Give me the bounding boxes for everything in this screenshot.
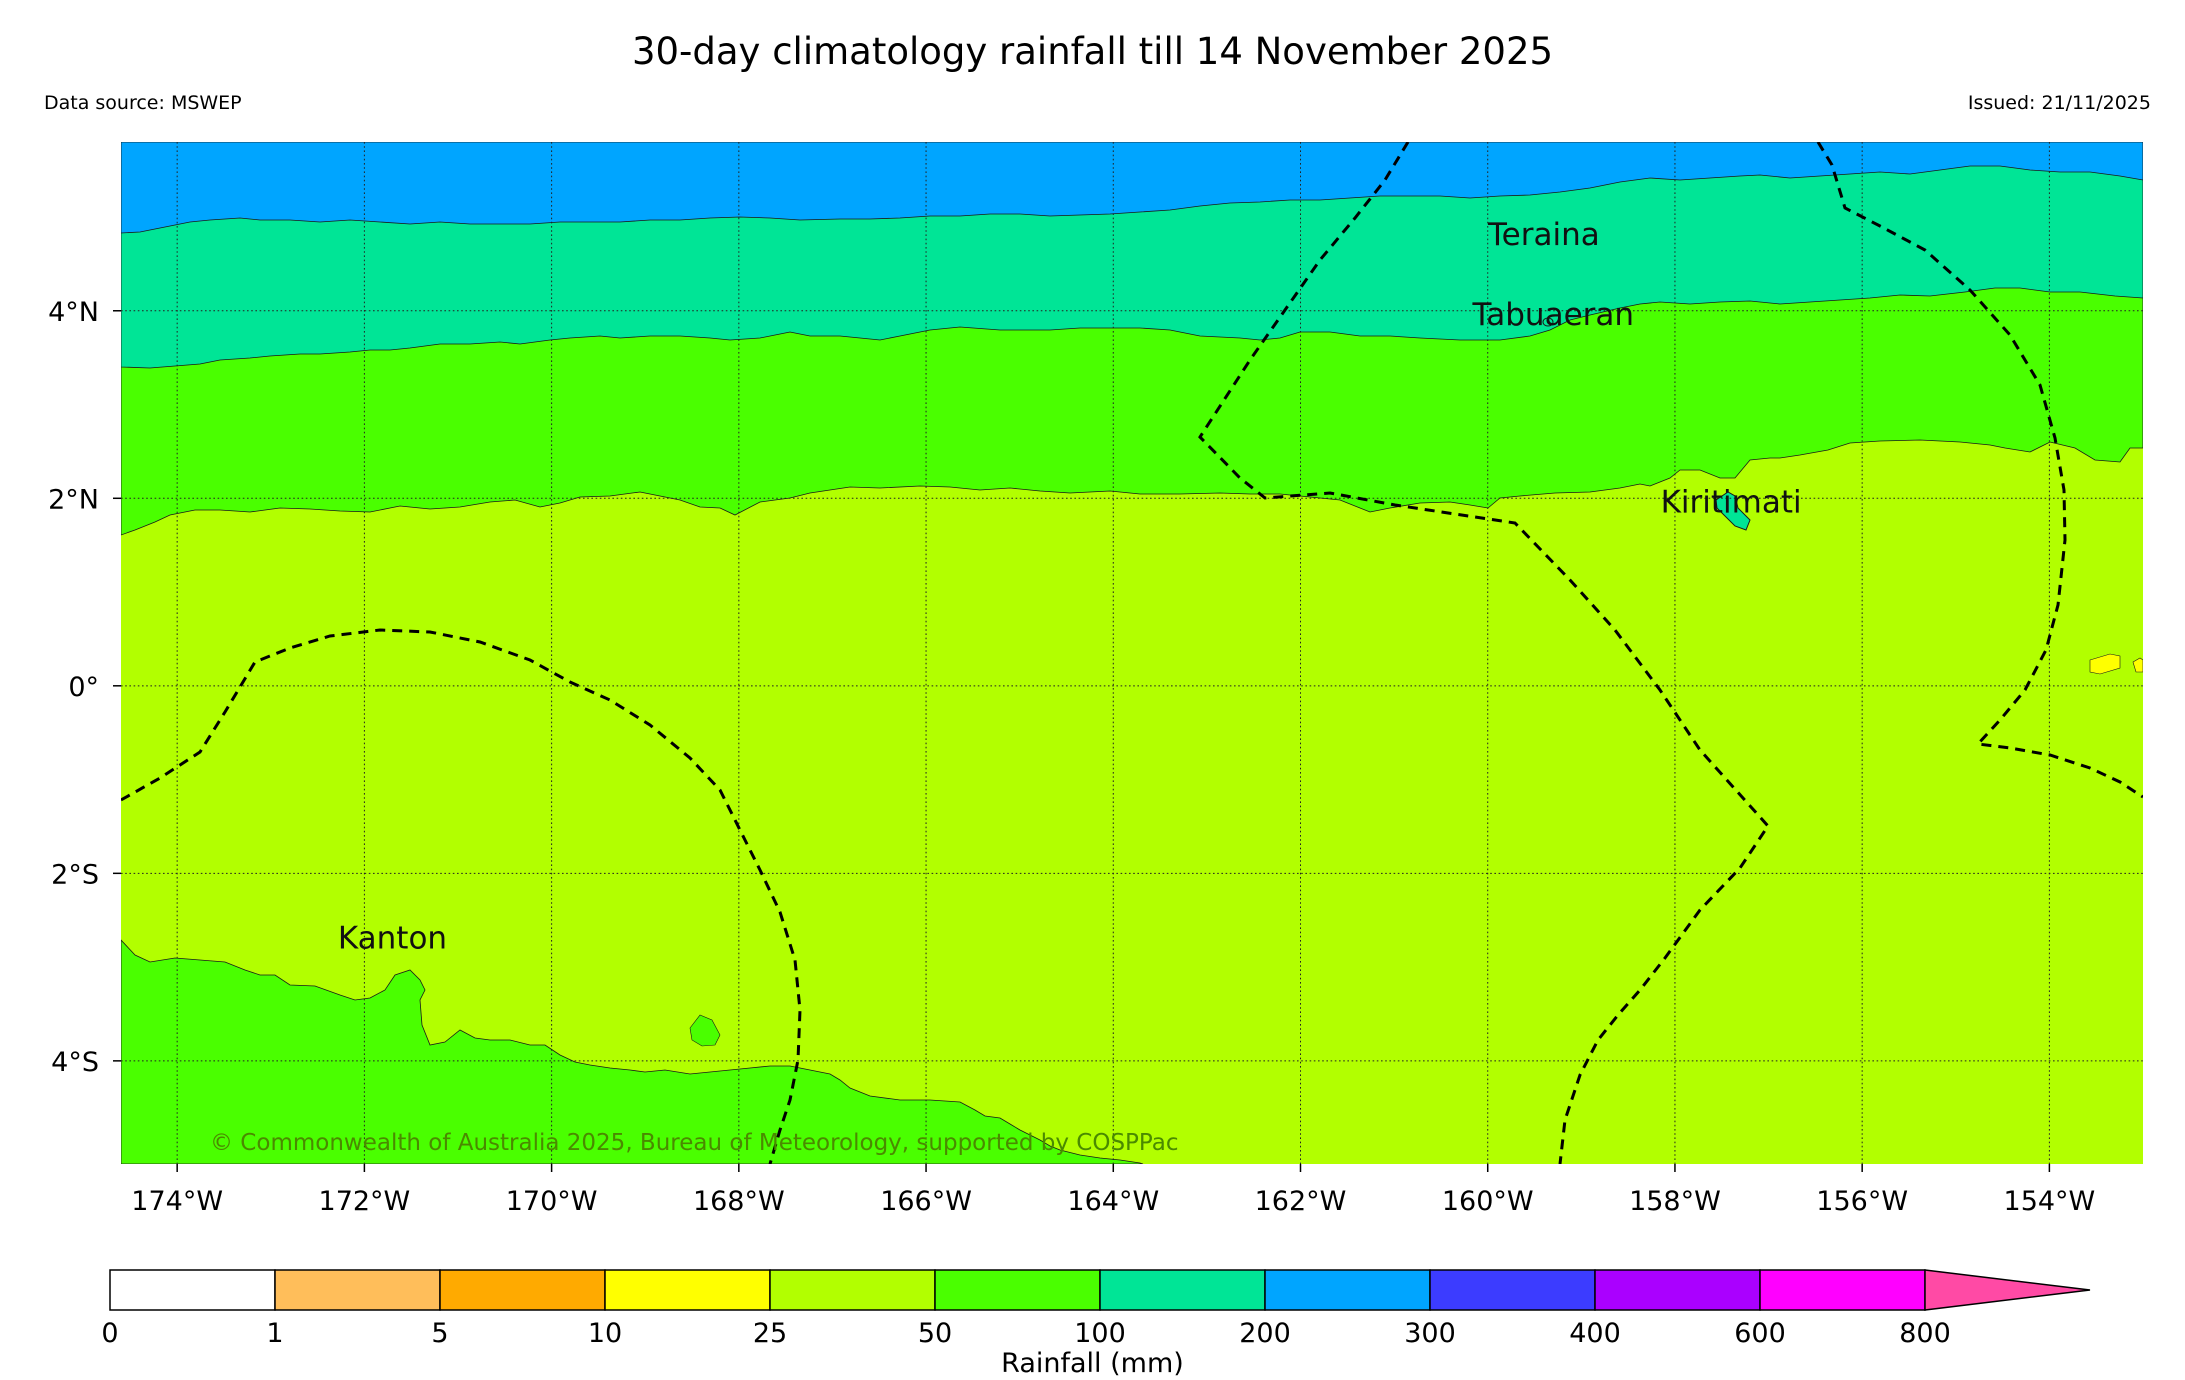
colorbar-tick-label: 200 xyxy=(1239,1318,1291,1349)
data-source: Data source: MSWEP xyxy=(44,92,242,114)
colorbar-tick-label: 400 xyxy=(1569,1318,1621,1349)
colorbar-swatch xyxy=(109,1269,276,1311)
colorbar-swatch xyxy=(439,1269,606,1311)
colorbar-swatch xyxy=(1429,1269,1596,1311)
copyright-text: © Commonwealth of Australia 2025, Bureau… xyxy=(210,1130,1179,1156)
lon-tick-label: 164°W xyxy=(1067,1186,1159,1217)
lat-tick-label: 2°S xyxy=(51,859,99,890)
issued-date: Issued: 21/11/2025 xyxy=(1967,92,2151,114)
colorbar-swatch xyxy=(604,1269,771,1311)
colorbar-swatch xyxy=(274,1269,441,1311)
colorbar-tick-label: 1 xyxy=(266,1318,283,1349)
lat-tick-label: 4°S xyxy=(51,1047,99,1078)
place-label: Kiritimati xyxy=(1661,484,1802,520)
rain-patch-10-25 xyxy=(2132,657,2143,673)
colorbar-tick-label: 600 xyxy=(1734,1318,1786,1349)
lon-tick-label: 158°W xyxy=(1629,1186,1721,1217)
colorbar-swatch xyxy=(1594,1269,1761,1311)
colorbar-tick-label: 800 xyxy=(1899,1318,1951,1349)
lon-tick-label: 174°W xyxy=(131,1186,223,1217)
lon-tick-label: 154°W xyxy=(2004,1186,2096,1217)
graticule xyxy=(121,142,2143,1164)
colorbar-tick-label: 10 xyxy=(588,1318,622,1349)
rain-patch-10-25 xyxy=(2089,653,2121,675)
eez-boundaries xyxy=(121,142,2143,1164)
rain-band-200-300 xyxy=(121,142,2143,234)
rain-band-50-100-south xyxy=(121,939,1144,1164)
colorbar-tick-label: 300 xyxy=(1404,1318,1456,1349)
colorbar-label: Rainfall (mm) xyxy=(1001,1348,1184,1379)
colorbar-tick-label: 0 xyxy=(101,1318,118,1349)
place-label: Teraina xyxy=(1487,217,1600,253)
place-label: Kanton xyxy=(338,920,447,956)
colorbar: 0 1 5 10 25 50 100 200 300 400 600 800 xyxy=(101,1269,2091,1349)
colorbar-swatch xyxy=(769,1269,936,1311)
lon-tick-label: 160°W xyxy=(1442,1186,1534,1217)
lat-tick-label: 2°N xyxy=(48,484,99,515)
lon-tick-label: 170°W xyxy=(506,1186,598,1217)
colorbar-swatch xyxy=(1099,1269,1266,1311)
colorbar-extend-arrow xyxy=(1924,1269,2091,1311)
place-label: Tabuaeran xyxy=(1471,297,1634,333)
colorbar-tick-label: 50 xyxy=(918,1318,952,1349)
lon-tick-label: 166°W xyxy=(880,1186,972,1217)
colorbar-swatch xyxy=(934,1269,1101,1311)
rain-patch-50-100 xyxy=(689,1014,721,1047)
tabuaeran-island xyxy=(1542,317,1554,327)
lon-tick-label: 168°W xyxy=(693,1186,785,1217)
colorbar-tick-label: 5 xyxy=(431,1318,448,1349)
eez-boundary-line-east xyxy=(1816,142,2143,799)
lon-tick-label: 156°W xyxy=(1816,1186,1908,1217)
lat-tick-label: 0° xyxy=(68,672,99,703)
lat-tick-label: 4°N xyxy=(48,297,99,328)
lon-tick-label: 172°W xyxy=(319,1186,411,1217)
colorbar-tick-label: 25 xyxy=(753,1318,787,1349)
place-labels: Teraina Tabuaeran Kiritimati Kanton xyxy=(338,217,1802,956)
colorbar-tick-label: 100 xyxy=(1074,1318,1126,1349)
map-title: 30-day climatology rainfall till 14 Nove… xyxy=(631,30,1554,73)
colorbar-swatch xyxy=(1264,1269,1431,1311)
kiritimati-island xyxy=(1715,491,1751,531)
eez-boundary-line-west xyxy=(1198,142,1770,1164)
colorbar-swatch xyxy=(1759,1269,1926,1311)
lon-tick-label: 162°W xyxy=(1255,1186,1347,1217)
